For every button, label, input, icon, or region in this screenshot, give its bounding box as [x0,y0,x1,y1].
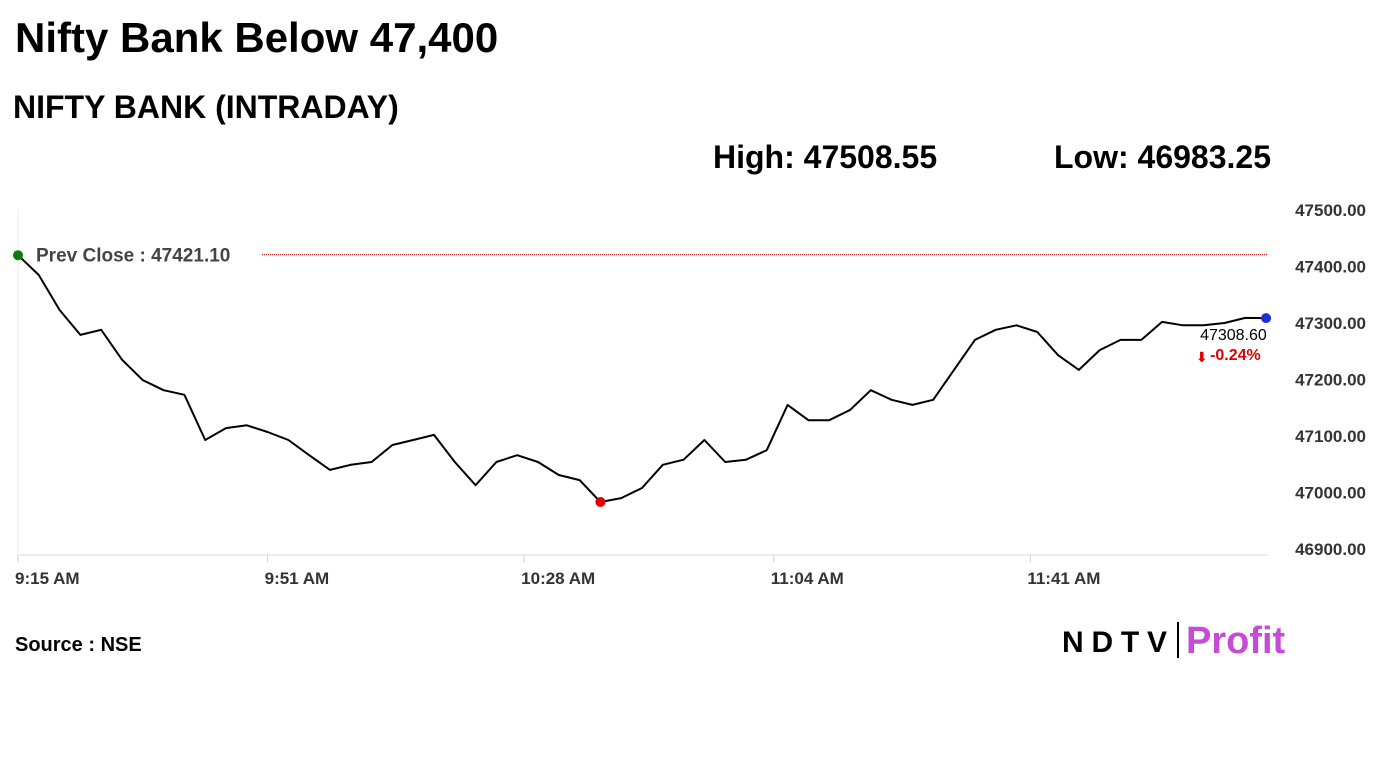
down-arrow: ⬇ [1196,349,1208,365]
start-dot [13,250,23,261]
y-tick-label: 47200.00 [1295,371,1366,390]
chart-subtitle: NIFTY BANK (INTRADAY) [13,89,399,125]
price-line [17,254,1267,503]
x-tick-label: 9:51 AM [265,569,330,588]
low-dot [595,496,606,507]
x-tick-label: 11:04 AM [771,569,844,588]
low-label: Low: 46983.25 [1054,139,1271,175]
source: Source : NSE [15,634,142,656]
y-tick-label: 47000.00 [1295,484,1366,503]
high-label: High: 47508.55 [713,139,937,175]
y-tick-label: 47100.00 [1295,427,1366,446]
y-tick-label: 47500.00 [1295,201,1366,220]
change-label: -0.24% [1210,347,1261,364]
x-tick-label: 11:41 AM [1027,569,1100,588]
brand: NDTV [1062,626,1167,659]
chart-title: Nifty Bank Below 47,400 [15,14,498,61]
end-dot [1261,313,1272,324]
last-value-label: 47308.60 [1200,327,1267,344]
x-tick-label: 9:15 AM [15,569,80,588]
prev-close-label: Prev Close : 47421.10 [36,246,230,267]
y-tick-label: 47300.00 [1295,314,1366,333]
x-tick-label: 10:28 AM [521,569,595,588]
brand-profit: Profit [1186,620,1286,662]
y-tick-label: 47400.00 [1295,258,1366,277]
y-tick-label: 46900.00 [1295,540,1366,559]
